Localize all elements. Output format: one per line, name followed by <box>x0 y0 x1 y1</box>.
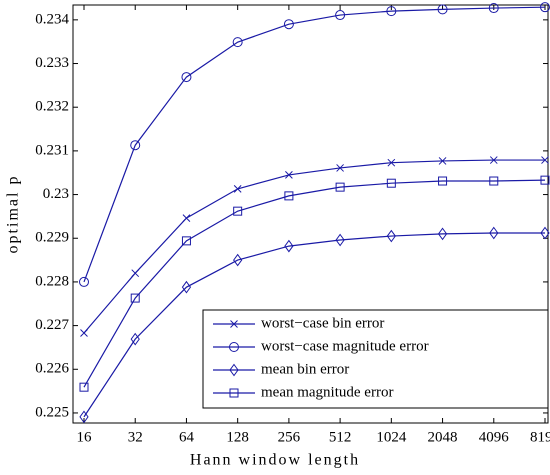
data-point <box>80 329 88 337</box>
x-axis-label: Hann window length <box>190 452 360 469</box>
y-tick-label: 0.225 <box>35 404 69 420</box>
y-tick-label: 0.232 <box>35 99 69 115</box>
data-point <box>488 3 499 14</box>
legend-label: mean bin error <box>261 361 349 377</box>
legend-marker <box>230 320 238 328</box>
y-tick-label: 0.226 <box>35 361 69 377</box>
y-tick-label: 0.233 <box>35 55 69 71</box>
series-line <box>83 232 545 418</box>
data-point <box>437 4 448 15</box>
data-point <box>386 6 397 17</box>
legend-marker <box>229 388 239 398</box>
legend-marker <box>229 363 239 377</box>
x-tick-label: 8192 <box>530 429 550 445</box>
x-tick-label: 2048 <box>428 429 458 445</box>
data-point <box>438 176 448 186</box>
data-point <box>541 156 549 164</box>
data-point <box>232 37 243 48</box>
data-point <box>233 185 242 193</box>
data-point <box>130 293 140 303</box>
data-point <box>335 233 345 247</box>
data-point <box>489 176 499 186</box>
data-point <box>540 226 550 240</box>
x-tick-label: 256 <box>278 429 301 445</box>
data-point <box>131 269 140 278</box>
series-line <box>83 159 545 334</box>
y-tick-label: 0.229 <box>35 230 69 246</box>
data-point <box>233 206 243 216</box>
data-point <box>79 382 89 392</box>
data-point <box>284 239 294 253</box>
data-point <box>285 171 293 179</box>
legend-marker <box>229 342 239 352</box>
data-point <box>386 229 396 243</box>
y-tick-label: 0.228 <box>35 273 69 289</box>
data-point <box>79 410 89 424</box>
legend-box <box>202 309 549 409</box>
y-tick-label: 0.23 <box>43 186 69 202</box>
data-point <box>284 191 294 201</box>
x-tick-label: 64 <box>179 429 195 445</box>
data-point <box>540 175 550 185</box>
data-point <box>387 158 396 167</box>
data-point <box>437 227 448 241</box>
legend-label: worst−case magnitude error <box>261 338 429 354</box>
x-tick-label: 4096 <box>479 429 510 445</box>
data-point <box>283 19 294 30</box>
x-tick-label: 128 <box>226 429 249 445</box>
x-tick-label: 1024 <box>376 429 407 445</box>
data-point <box>335 10 346 21</box>
data-point <box>489 156 498 164</box>
legend-label: worst−case bin error <box>261 315 384 331</box>
series-line <box>83 179 546 388</box>
legend-label: mean magnitude error <box>261 384 393 400</box>
y-tick-label: 0.231 <box>35 142 69 158</box>
data-point <box>336 164 344 172</box>
y-tick-label: 0.227 <box>35 317 69 333</box>
data-point <box>438 157 447 165</box>
data-point <box>130 332 140 346</box>
y-tick-label: 0.234 <box>35 11 69 27</box>
x-tick-label: 512 <box>329 429 352 445</box>
data-point <box>335 182 345 192</box>
data-point <box>79 276 89 287</box>
data-point <box>181 236 191 246</box>
data-point <box>182 214 191 223</box>
x-tick-label: 16 <box>77 429 93 445</box>
data-point <box>233 253 243 267</box>
data-point <box>130 140 141 151</box>
data-point <box>181 72 192 83</box>
series-line <box>83 6 546 283</box>
plot-frame <box>72 4 549 424</box>
data-point <box>489 226 499 240</box>
y-axis-label: optimal p <box>5 175 22 254</box>
data-point <box>181 280 192 294</box>
data-point <box>386 178 396 188</box>
x-tick-label: 32 <box>128 429 143 445</box>
